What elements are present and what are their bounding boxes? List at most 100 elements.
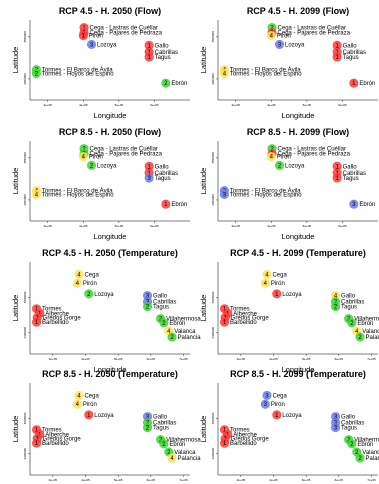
site-marker	[74, 390, 84, 400]
x-axis-label: Longitude	[94, 111, 127, 120]
x-tick-label: 5e+05	[115, 224, 124, 228]
site-label: Ebrón	[171, 202, 187, 208]
site-marker	[331, 302, 341, 312]
y-tick-label: 4500000	[211, 412, 215, 424]
site-point: 1 Tagus	[332, 52, 359, 62]
site-point: 2 Tagus	[143, 423, 169, 433]
cluster-number: 4	[170, 456, 174, 462]
site-label: Cega - Lastras de Cuéllar	[278, 26, 346, 32]
y-axis-label: Latitude	[11, 416, 20, 443]
site-label: Cega - Pajares de Pedraza	[90, 152, 163, 158]
site-label: Villahermosa	[354, 438, 379, 444]
site-label: Pirón	[83, 281, 97, 287]
chart-panel: RCP 8.5 - H. 2050 (Flow) Longitude Latitud…	[11, 127, 190, 241]
x-tick-label: 3e+05	[232, 224, 241, 228]
site-label: Cega	[272, 393, 287, 399]
x-tick-label: 3e+05	[44, 224, 53, 228]
site-point: 3 Pirón	[260, 399, 285, 409]
site-point: 4 Pirón	[72, 399, 97, 409]
y-tick-label: 4550000	[23, 31, 27, 43]
site-marker	[219, 189, 229, 199]
chart-panel: RCP 4.5 - H. 2099 (Flow) Longitude Latitud…	[199, 6, 378, 120]
site-point: 4 Pirón	[78, 152, 103, 162]
site-point: 4 Pirón	[260, 278, 285, 288]
site-label: Tagus	[153, 305, 169, 311]
chart-panel: RCP 8.5 - H. 2099 (Flow) Longitude Latitud…	[199, 127, 378, 241]
cluster-number: 3	[265, 393, 269, 399]
site-marker	[349, 78, 359, 88]
site-marker	[32, 317, 42, 327]
site-label: Lozoya	[282, 292, 302, 298]
site-label: Lozoya	[94, 413, 114, 419]
site-marker	[266, 31, 276, 41]
site-point: 2 Palancia	[355, 453, 379, 463]
site-point: 1 Gallo	[332, 161, 357, 171]
site-label: Tagus	[155, 176, 171, 182]
site-label: Ebrón	[357, 321, 373, 327]
site-point: 2 Palancia	[355, 332, 379, 342]
x-tick-label: 4e+05	[269, 478, 278, 482]
panel-title: RCP 8.5 - H. 2099 (Flow)	[247, 127, 349, 137]
cluster-number: 1	[223, 428, 227, 434]
y-tick-label: 4400000	[211, 327, 215, 339]
site-marker	[144, 173, 154, 183]
cluster-number: 4	[264, 281, 268, 287]
site-label: Tormes - Hoyos del Espino	[230, 71, 302, 77]
x-tick-label: 4e+05	[267, 103, 276, 107]
x-tick-label: 4e+05	[81, 357, 90, 361]
cluster-number: 1	[164, 202, 168, 208]
site-point: 2 Lozoya	[87, 160, 117, 170]
site-point: 4 Tormes - Hoyos del Espino	[219, 68, 302, 78]
site-label: Cega - Pajares de Pedraza	[278, 152, 351, 158]
site-label: Cabrillas	[155, 171, 178, 177]
chart-panel: RCP 4.5 - H. 2050 (Temperature) Longitude…	[11, 248, 201, 374]
panel-title: RCP 4.5 - H. 2050 (Flow)	[59, 6, 161, 16]
cluster-number: 1	[87, 413, 91, 419]
site-point: 3 Tagus	[331, 423, 357, 433]
cluster-number: 3	[146, 294, 150, 300]
site-label: Tagus	[153, 426, 169, 432]
panel-title: RCP 8.5 - H. 2050 (Flow)	[59, 127, 161, 137]
site-label: Tagus	[343, 176, 359, 182]
site-label: Cega - Lastras de Cuéllar	[90, 26, 158, 32]
site-point: 4 Cega	[74, 390, 99, 400]
site-marker	[31, 189, 41, 199]
cluster-number: 4	[265, 272, 269, 278]
cluster-number: 1	[147, 164, 151, 170]
site-label: Gredos Gorge	[43, 316, 82, 322]
site-marker	[347, 318, 357, 328]
site-point: 4 Palancia	[167, 453, 201, 463]
site-point: 1 Lozoya	[84, 410, 114, 420]
site-label: Gallo	[341, 294, 356, 300]
x-tick-label: 5e+05	[302, 478, 311, 482]
site-label: Ebrón	[357, 442, 373, 448]
site-marker	[262, 390, 272, 400]
site-marker	[220, 317, 230, 327]
cluster-number: 2	[146, 426, 150, 432]
x-tick-label: 4e+05	[79, 103, 88, 107]
site-point: 2 Ebrón	[159, 439, 185, 449]
site-label: Palancia	[366, 456, 379, 462]
y-axis-label: Latitude	[199, 47, 208, 74]
cluster-number: 3	[223, 192, 227, 198]
site-marker	[78, 152, 88, 162]
cluster-number: 1	[223, 307, 227, 313]
y-tick-label: 4450000	[211, 194, 215, 206]
site-marker	[72, 278, 82, 288]
site-marker	[275, 160, 285, 170]
cluster-number: 3	[352, 202, 356, 208]
cluster-number: 4	[167, 329, 171, 335]
x-tick-label: 5e+05	[303, 224, 312, 228]
panel-title: RCP 4.5 - H. 2099 (Temperature)	[230, 248, 366, 258]
cluster-number: 2	[358, 335, 362, 341]
cluster-number: 4	[355, 329, 359, 335]
site-label: Valanca	[174, 329, 196, 335]
site-label: Tormes - Hoyos del Espino	[230, 192, 302, 198]
site-label: Cega - Lastras de Cuéllar	[90, 147, 158, 153]
site-label: Tormes - El Barco de Ávila	[230, 67, 301, 74]
site-label: Villahermosa	[354, 317, 379, 323]
cluster-number: 2	[358, 456, 362, 462]
cluster-number: 3	[334, 415, 338, 421]
site-label: Cabrillas	[343, 171, 366, 177]
site-label: Ebrón	[169, 442, 185, 448]
